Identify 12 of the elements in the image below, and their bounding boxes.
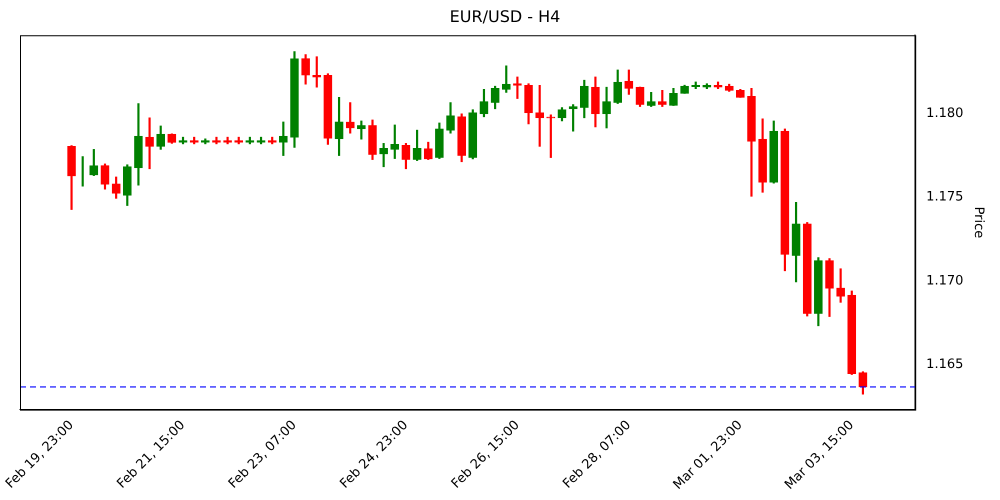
y-tick-label: 1.180 [926, 106, 964, 122]
candlestick [502, 65, 511, 93]
y-tick-label: 1.170 [926, 273, 964, 288]
candlestick [346, 102, 355, 134]
candlestick [535, 85, 544, 147]
chart-title: EUR/USD - H4 [450, 6, 560, 26]
candlestick [312, 56, 322, 88]
y-tick-label: 1.165 [926, 356, 964, 372]
y-axis-title: Price [970, 206, 986, 238]
y-tick-label: 1.175 [926, 190, 964, 205]
candlestick [546, 114, 556, 158]
candlestick [390, 124, 400, 159]
